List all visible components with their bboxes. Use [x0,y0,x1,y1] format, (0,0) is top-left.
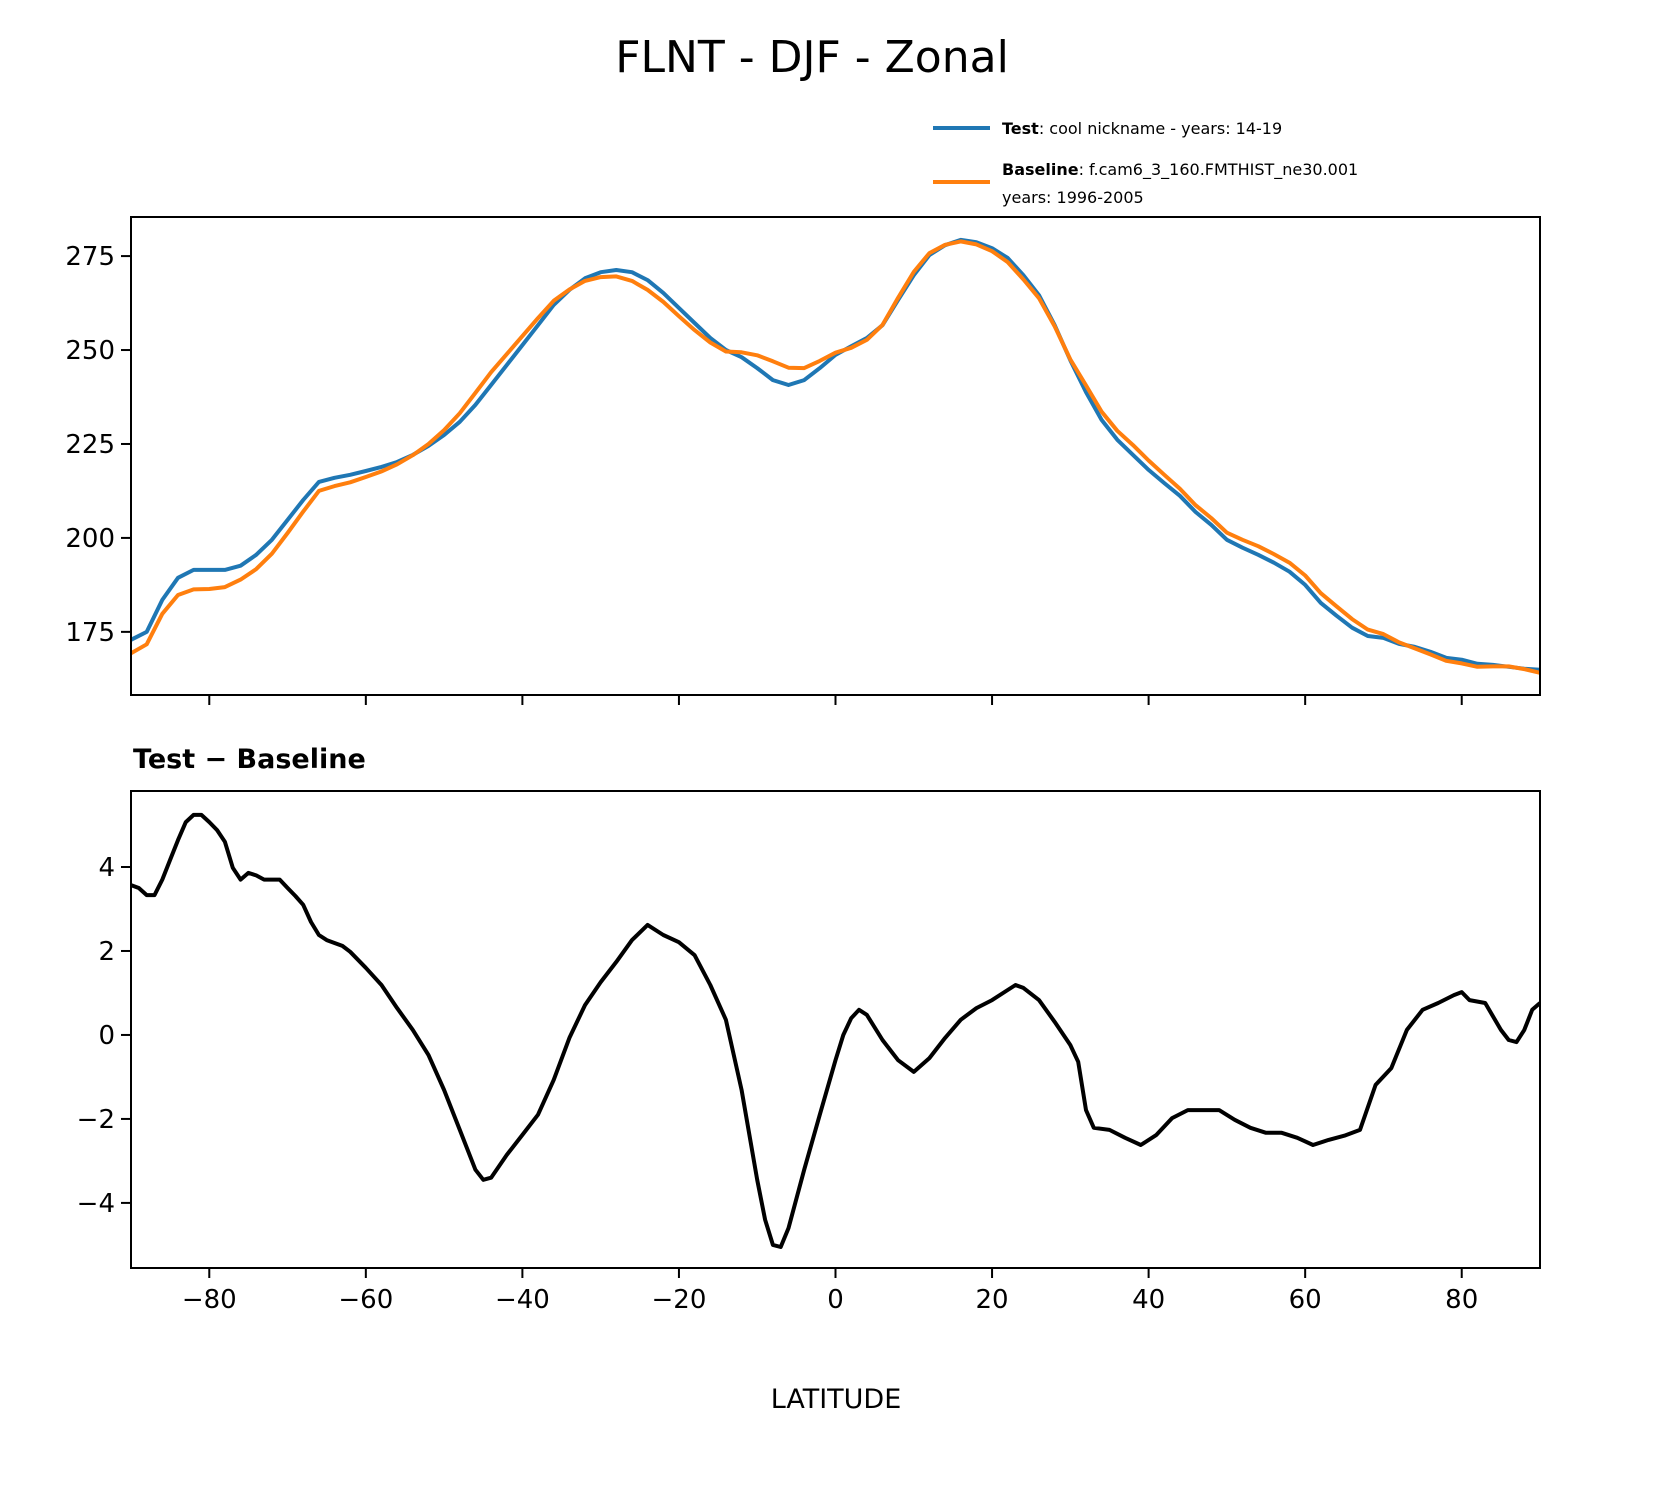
x-axis-label: LATITUDE [771,1384,902,1415]
y-tick-label: 225 [65,430,115,460]
legend-label-baseline-line2: years: 1996-2005 [1002,188,1144,207]
axes-frame [130,216,1541,696]
series-line-test-baseline [131,812,1540,1249]
x-tick-label: 20 [976,1285,1009,1315]
y-tick-label: 250 [65,336,115,366]
legend-label-test: Test: cool nickname - years: 14-19 [1002,119,1282,138]
y-tick-label: 4 [98,853,115,883]
y-tick-label: 175 [65,618,115,648]
x-tick-label: −20 [652,1285,707,1315]
legend-label-baseline-bold: Baseline [1002,160,1079,179]
y-tick-label: 2 [98,937,115,967]
y-tick-label: −2 [77,1105,115,1135]
axes-frame [130,790,1541,1269]
legend-label-test-rest: : cool nickname - years: 14-19 [1039,119,1282,138]
y-tick-label: 0 [98,1021,115,1051]
legend-label-test-bold: Test [1002,119,1039,138]
series-line-baseline [131,239,1540,675]
x-tick-label: 80 [1445,1285,1478,1315]
series-line-test [131,237,1540,672]
y-tick-label: 275 [65,242,115,272]
x-tick-label: 40 [1132,1285,1165,1315]
legend-label-baseline-rest: : f.cam6_3_160.FMTHIST_ne30.001 [1079,160,1359,180]
diff-panel-title: Test − Baseline [133,744,366,775]
figure-title: FLNT - DJF - Zonal [615,32,1009,83]
y-tick-label: −4 [77,1189,115,1219]
x-tick-label: 60 [1289,1285,1322,1315]
x-tick-label: −80 [182,1285,237,1315]
x-tick-label: −40 [495,1285,550,1315]
x-tick-label: −60 [338,1285,393,1315]
legend-label-baseline: Baseline: f.cam6_3_160.FMTHIST_ne30.001 [1002,160,1358,180]
zonal-mean-panel: 175 200 225 250 275 [65,216,1541,705]
x-tick-label: 0 [827,1285,844,1315]
legend: Test: cool nickname - years: 14-19 Basel… [933,119,1358,207]
y-tick-label: 200 [65,524,115,554]
